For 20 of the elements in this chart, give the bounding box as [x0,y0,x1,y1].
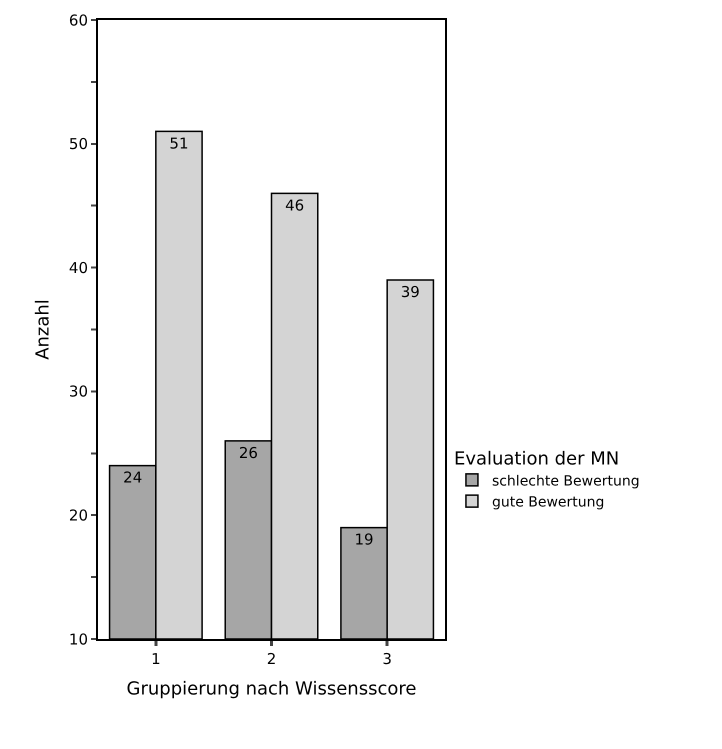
legend-title: Evaluation der MN [454,448,620,470]
data-label: 26 [238,444,258,462]
data-label: 24 [123,468,142,487]
y-axis-title: Anzahl [32,299,54,360]
data-label: 19 [354,530,374,549]
x-tick-label: 2 [266,650,276,668]
y-tick-label: 20 [68,506,88,524]
y-tick-label: 50 [68,135,88,154]
x-axis-title: Gruppierung nach Wissensscore [126,678,416,700]
y-tick-label: 40 [68,258,88,277]
x-tick-label: 1 [151,650,161,668]
data-label: 39 [400,282,420,301]
data-label: 51 [169,134,189,152]
y-tick-label: 10 [68,630,88,648]
data-label: 46 [285,196,304,214]
y-tick-label: 60 [68,11,88,30]
y-tick-label: 30 [68,382,88,401]
legend-label: gute Bewertung [492,494,604,511]
x-tick-label: 3 [382,650,392,668]
legend-label: schlechte Bewertung [492,473,640,490]
